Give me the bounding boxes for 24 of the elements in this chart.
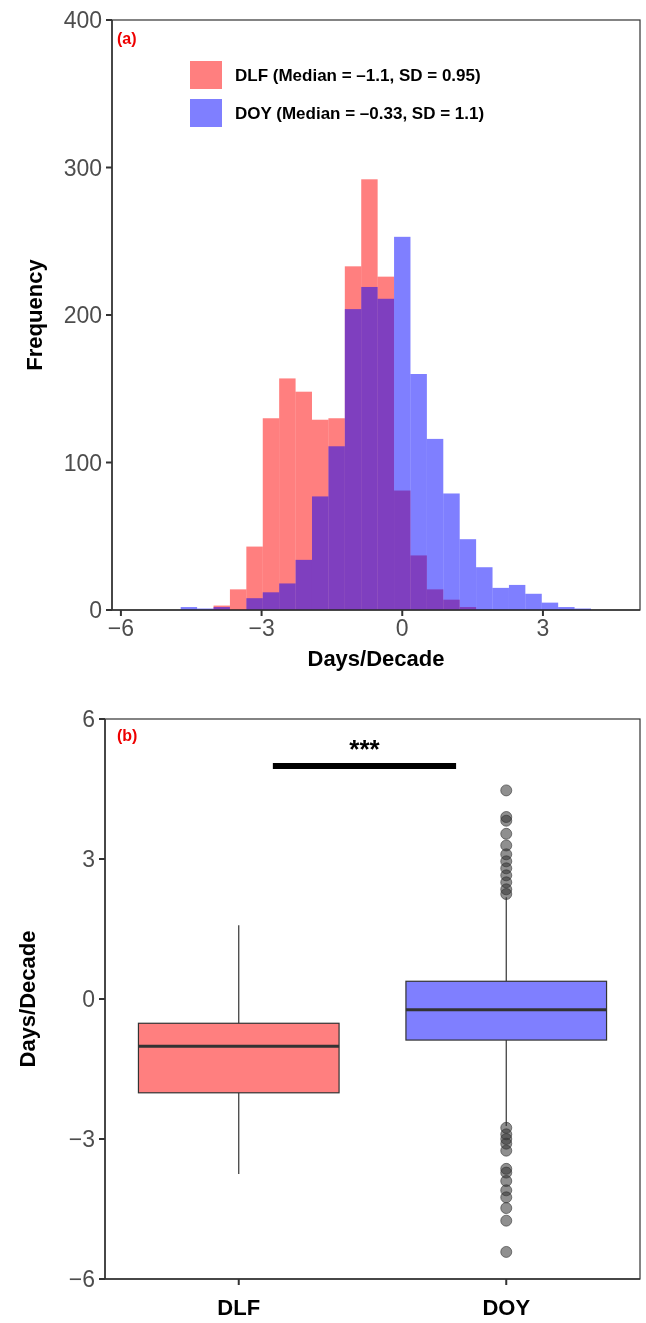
annotation: (a) bbox=[117, 30, 137, 47]
y-tick-label: −3 bbox=[68, 1126, 95, 1153]
x-tick-label: 0 bbox=[395, 615, 409, 641]
x-tick-label: −3 bbox=[248, 615, 275, 641]
y-tick-label: 0 bbox=[89, 597, 102, 624]
y-tick-label: −6 bbox=[68, 1266, 95, 1293]
y-tick-label: 0 bbox=[82, 986, 95, 1013]
annotation: (b) bbox=[117, 727, 138, 744]
legend-label: DLF (Median = –1.1, SD = 0.95) bbox=[235, 65, 481, 85]
x-tick-label: 3 bbox=[536, 615, 550, 641]
y-axis-title: Days/Decade bbox=[15, 930, 40, 1068]
annotation: *** bbox=[349, 734, 381, 764]
legend-label: DOY (Median = –0.33, SD = 1.1) bbox=[235, 103, 485, 123]
y-tick-label: 200 bbox=[63, 302, 102, 329]
x-axis-title: Days/Decade bbox=[307, 646, 445, 671]
y-tick-label: 300 bbox=[63, 154, 102, 181]
y-axis-title: Frequency bbox=[22, 258, 47, 371]
y-tick-label: 100 bbox=[63, 449, 102, 476]
x-tick-label: DLF bbox=[217, 1295, 261, 1320]
x-tick-label: DOY bbox=[482, 1295, 531, 1320]
y-tick-label: 6 bbox=[82, 706, 95, 733]
y-tick-label: 400 bbox=[63, 7, 102, 34]
x-tick-label: −6 bbox=[107, 615, 135, 641]
y-tick-label: 3 bbox=[82, 846, 95, 873]
